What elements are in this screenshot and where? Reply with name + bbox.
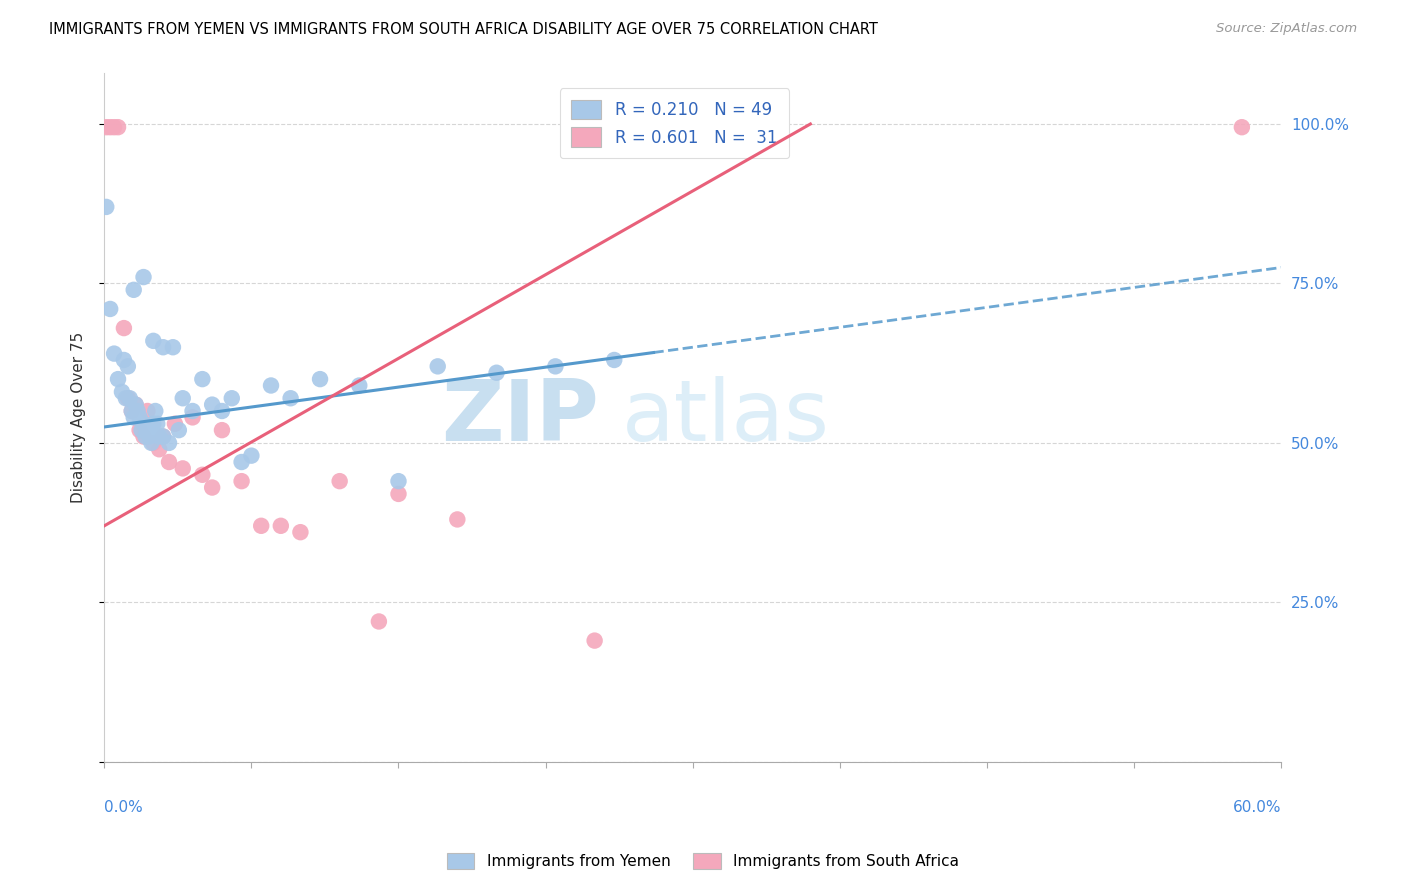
Point (162, 340, 184, 354)
Point (124, 398, 146, 412)
Point (141, 436, 163, 450)
Point (142, 436, 165, 450)
Point (142, 334, 165, 348)
Point (132, 270, 155, 285)
Point (544, 359, 567, 374)
Point (148, 442, 170, 457)
Point (122, 410, 145, 425)
Point (127, 404, 149, 418)
Point (121, 404, 143, 418)
Point (128, 423, 150, 437)
Point (118, 391, 141, 405)
Point (1230, 120, 1253, 135)
Point (124, 398, 146, 412)
Point (157, 436, 180, 450)
Point (211, 404, 233, 418)
Point (132, 429, 155, 443)
Point (387, 487, 409, 501)
Text: atlas: atlas (621, 376, 830, 458)
Point (121, 404, 143, 418)
Point (157, 455, 180, 469)
Point (191, 372, 214, 386)
Point (142, 417, 165, 431)
Text: IMMIGRANTS FROM YEMEN VS IMMIGRANTS FROM SOUTH AFRICA DISABILITY AGE OVER 75 COR: IMMIGRANTS FROM YEMEN VS IMMIGRANTS FROM… (49, 22, 879, 37)
Point (134, 429, 156, 443)
Text: ZIP: ZIP (441, 376, 599, 458)
Point (260, 378, 283, 392)
Text: Source: ZipAtlas.com: Source: ZipAtlas.com (1216, 22, 1357, 36)
Point (181, 404, 204, 418)
Point (136, 423, 159, 437)
Point (329, 474, 352, 488)
Point (191, 467, 214, 482)
Point (117, 359, 139, 374)
Point (349, 378, 371, 392)
Point (485, 366, 508, 380)
Point (290, 525, 312, 540)
Point (231, 474, 253, 488)
Point (98, 301, 121, 316)
Point (167, 423, 190, 437)
Point (240, 449, 263, 463)
Point (270, 518, 292, 533)
Point (309, 372, 332, 386)
Point (201, 481, 224, 495)
Point (122, 283, 145, 297)
Point (107, 372, 129, 386)
Point (111, 384, 134, 399)
Point (221, 391, 243, 405)
Point (152, 429, 174, 443)
Point (128, 410, 150, 425)
Point (115, 391, 138, 405)
Point (103, 346, 125, 360)
Point (96, 200, 118, 214)
Point (367, 615, 389, 629)
Legend: R = 0.210   N = 49, R = 0.601   N =  31: R = 0.210 N = 49, R = 0.601 N = 31 (560, 88, 789, 159)
Point (103, 120, 125, 135)
Y-axis label: Disability Age Over 75: Disability Age Over 75 (72, 332, 86, 503)
Point (112, 321, 135, 335)
Point (181, 410, 204, 425)
Point (387, 474, 409, 488)
Point (132, 417, 155, 431)
Text: 60.0%: 60.0% (1233, 799, 1281, 814)
Point (152, 340, 174, 354)
Point (280, 391, 302, 405)
Point (138, 429, 160, 443)
Point (117, 391, 139, 405)
Point (146, 417, 169, 431)
Point (426, 359, 449, 374)
Point (211, 423, 233, 437)
Point (96, 120, 118, 135)
Point (143, 404, 166, 418)
Point (107, 120, 129, 135)
Point (201, 398, 224, 412)
Point (148, 429, 170, 443)
Point (583, 633, 606, 648)
Point (152, 429, 174, 443)
Legend: Immigrants from Yemen, Immigrants from South Africa: Immigrants from Yemen, Immigrants from S… (441, 847, 965, 875)
Point (231, 455, 253, 469)
Point (98, 120, 121, 135)
Point (112, 353, 135, 368)
Point (250, 518, 273, 533)
Point (136, 404, 159, 418)
Point (446, 512, 468, 526)
Point (172, 391, 194, 405)
Point (131, 423, 153, 437)
Point (603, 353, 626, 368)
Point (163, 417, 186, 431)
Point (172, 461, 194, 475)
Text: 0.0%: 0.0% (104, 799, 143, 814)
